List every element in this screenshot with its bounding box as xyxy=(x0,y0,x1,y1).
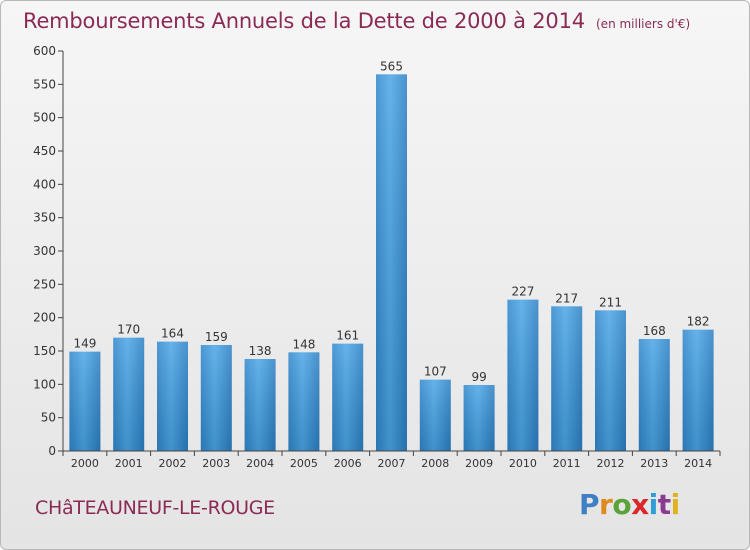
x-tick-label: 2004 xyxy=(246,457,274,470)
x-axis: 2000 2001 2002 2003 2004 2005 2006 2007 2008 2009… xyxy=(62,450,721,470)
y-axis: 0 50 100 150 200 250 300 350 400 450 500 550 600 xyxy=(33,44,64,458)
chart-title-text: Remboursements Annuels de la Dette de 20… xyxy=(23,9,585,33)
bar-value-label: 138 xyxy=(249,344,272,358)
bar-value-label: 164 xyxy=(161,327,184,341)
x-tick-label: 2013 xyxy=(640,457,668,470)
chart-subtitle: (en milliers d'€) xyxy=(596,17,691,31)
bar xyxy=(200,345,232,451)
x-tick-label: 2000 xyxy=(71,457,99,470)
y-tick-label: 100 xyxy=(33,377,56,391)
y-tick-label: 300 xyxy=(33,244,56,258)
logo-letter: o xyxy=(612,488,632,521)
bar xyxy=(244,359,276,451)
x-tick-label: 2006 xyxy=(334,457,362,470)
bar-value-label: 168 xyxy=(643,324,666,338)
bar xyxy=(69,351,101,451)
x-tick-label: 2009 xyxy=(465,457,493,470)
y-tick-label: 600 xyxy=(33,44,56,58)
bar-shade xyxy=(69,351,101,451)
bar-shade xyxy=(419,379,451,451)
bar-shade xyxy=(157,341,188,451)
bar-shade xyxy=(376,74,407,451)
y-tick-label: 250 xyxy=(33,277,56,291)
bar-shade xyxy=(463,385,495,451)
y-tick-label: 50 xyxy=(41,411,56,425)
bar-value-label: 170 xyxy=(117,323,140,337)
bar xyxy=(507,299,539,451)
bar xyxy=(463,385,495,451)
bar xyxy=(157,341,188,451)
x-tick-label: 2005 xyxy=(290,457,318,470)
x-tick-label: 2003 xyxy=(202,457,230,470)
bar xyxy=(419,379,451,451)
bar xyxy=(638,339,670,451)
bar-value-label: 161 xyxy=(336,329,359,343)
bar-shade xyxy=(332,343,364,451)
bar-shade xyxy=(507,299,539,451)
bar-value-label: 217 xyxy=(555,291,578,305)
bar-shade xyxy=(551,306,583,451)
bar xyxy=(376,74,407,451)
bar xyxy=(682,329,714,451)
bar xyxy=(113,337,145,451)
y-tick-label: 0 xyxy=(48,444,56,458)
x-tick-label: 2010 xyxy=(509,457,537,470)
y-tick-label: 200 xyxy=(33,311,56,325)
x-tick-label: 2007 xyxy=(378,457,406,470)
commune-name: CHâTEAUNEUF-LE-ROUGE xyxy=(35,497,275,519)
x-tick-label: 2008 xyxy=(421,457,449,470)
x-tick-label: 2011 xyxy=(553,457,581,470)
logo-letter: r xyxy=(599,488,613,521)
logo-letter: P xyxy=(579,488,600,521)
bar-shade xyxy=(638,339,670,451)
logo-letter: i xyxy=(670,488,681,521)
bars xyxy=(69,74,714,451)
bar-value-label: 211 xyxy=(599,295,622,309)
bar xyxy=(551,306,583,451)
bar xyxy=(288,352,320,451)
logo-letter: x xyxy=(631,488,649,521)
bar-shade xyxy=(682,329,714,451)
y-tick-label: 350 xyxy=(33,211,56,225)
chart-title: Remboursements Annuels de la Dette de 20… xyxy=(23,9,690,33)
x-tick-label: 2001 xyxy=(115,457,143,470)
x-tick-label: 2012 xyxy=(597,457,625,470)
bar-value-label: 227 xyxy=(511,285,534,299)
bar-value-label: 565 xyxy=(380,59,403,73)
y-tick-label: 150 xyxy=(33,344,56,358)
logo-letter: i xyxy=(648,488,659,521)
bar xyxy=(332,343,364,451)
bar-shade xyxy=(244,359,276,451)
y-tick-label: 500 xyxy=(33,111,56,125)
bar-value-label: 107 xyxy=(424,365,447,379)
bar-value-label: 149 xyxy=(73,337,96,351)
logo-letter: t xyxy=(657,488,671,521)
y-tick-label: 400 xyxy=(33,177,56,191)
bar-shade xyxy=(200,345,232,451)
bar xyxy=(595,310,626,451)
bar-shade xyxy=(595,310,626,451)
proxiti-logo[interactable]: Proxiti xyxy=(579,488,680,521)
x-tick-label: 2014 xyxy=(684,457,712,470)
bar-shade xyxy=(288,352,320,451)
y-tick-label: 550 xyxy=(33,77,56,91)
bar-value-label: 159 xyxy=(205,330,228,344)
bar-shade xyxy=(113,337,145,451)
bar-value-label: 148 xyxy=(292,337,315,351)
bar-value-label: 182 xyxy=(687,315,710,329)
x-tick-label: 2002 xyxy=(159,457,187,470)
y-tick-label: 450 xyxy=(33,144,56,158)
bar-value-label: 99 xyxy=(471,370,486,384)
data-labels: 149 170 164 159 138 148 161 565 107 99 227 217 211 16… xyxy=(73,59,709,384)
